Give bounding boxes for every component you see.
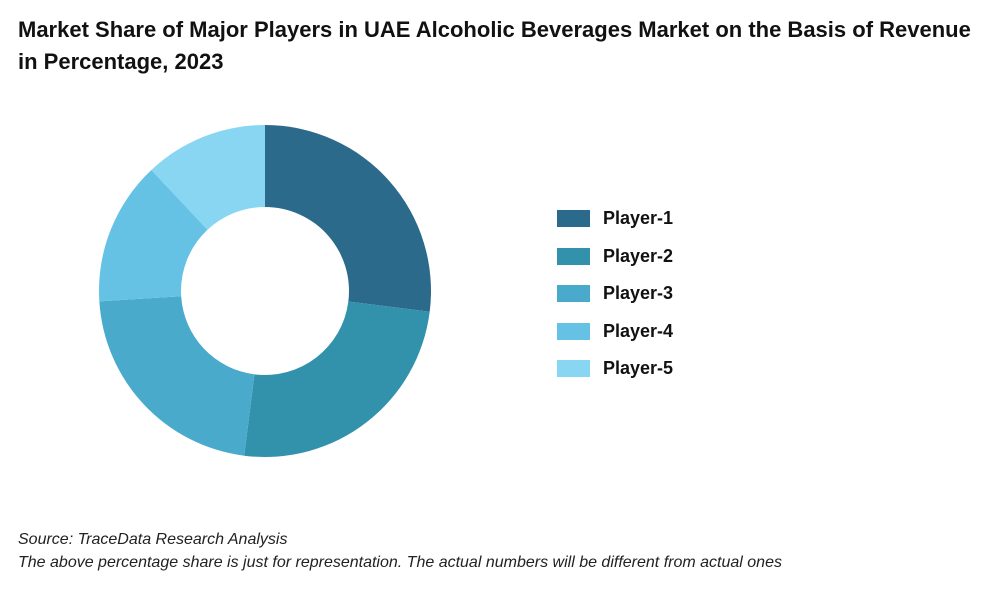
legend-item-player-3: Player-3 bbox=[557, 275, 673, 313]
legend-label: Player-5 bbox=[603, 358, 674, 379]
chart-legend: Player-1 Player-2 Player-3 Player-4 Player-5 bbox=[557, 200, 673, 388]
legend-swatch bbox=[557, 210, 590, 228]
legend-item-player-5: Player-5 bbox=[557, 350, 673, 388]
legend-swatch bbox=[557, 285, 590, 303]
chart-footer: Source: TraceData Research Analysis The … bbox=[18, 528, 782, 574]
chart-title: Market Share of Major Players in UAE Alc… bbox=[18, 17, 971, 74]
source-note: Source: TraceData Research Analysis bbox=[18, 531, 288, 548]
legend-swatch bbox=[557, 247, 590, 265]
donut-slice-player-2 bbox=[244, 301, 430, 457]
legend-item-player-2: Player-2 bbox=[557, 238, 673, 276]
legend-label: Player-3 bbox=[603, 283, 674, 304]
donut-slice-player-5 bbox=[151, 125, 265, 230]
legend-item-player-1: Player-1 bbox=[557, 200, 673, 238]
donut-slice-player-1 bbox=[265, 125, 431, 312]
legend-swatch bbox=[557, 322, 590, 340]
legend-item-player-4: Player-4 bbox=[557, 313, 673, 351]
donut-slice-player-4 bbox=[98, 169, 208, 302]
legend-label: Player-1 bbox=[603, 208, 674, 229]
legend-swatch bbox=[557, 360, 590, 378]
donut-slice-player-3 bbox=[99, 296, 255, 456]
disclaimer-note: The above percentage share is just for r… bbox=[18, 554, 782, 571]
legend-label: Player-4 bbox=[603, 320, 674, 341]
legend-label: Player-2 bbox=[603, 245, 674, 266]
